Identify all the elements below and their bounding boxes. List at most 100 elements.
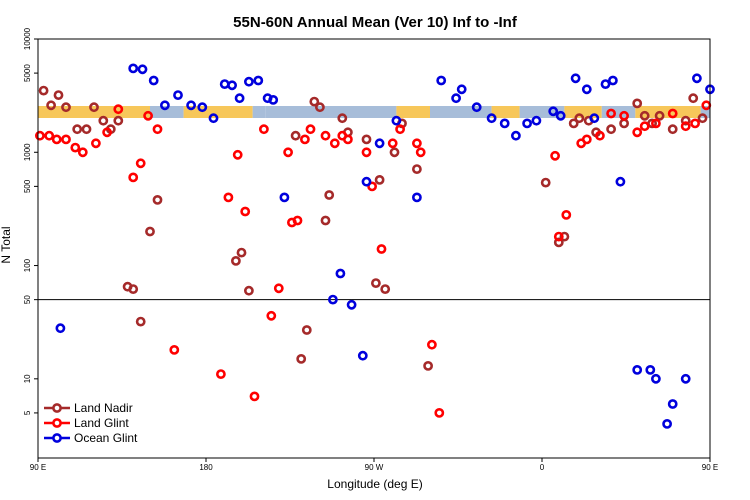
ocean-glint-point: [346, 299, 357, 310]
land-nadir-point: [320, 215, 331, 226]
y-tick-label: 1000: [23, 143, 32, 161]
y-tick-label: 50: [23, 295, 32, 304]
land-nadir-point: [639, 110, 650, 121]
land-nadir-point: [680, 115, 691, 126]
land-glint-point: [77, 147, 88, 158]
y-tick-label: 500: [23, 179, 32, 193]
land-glint-point: [135, 158, 146, 169]
land-nadir-point: [606, 124, 616, 135]
ocean-glint-point: [589, 113, 600, 124]
land-glint-point: [102, 127, 112, 138]
mask-band-ocean: [252, 106, 266, 118]
land-glint-point: [249, 391, 260, 402]
land-nadir-point: [38, 85, 49, 96]
mask-band-land: [396, 106, 430, 118]
ocean-glint-point: [173, 90, 183, 100]
land-glint-point: [152, 124, 163, 135]
land-nadir-point: [230, 255, 241, 266]
ocean-glint-point: [456, 84, 467, 95]
land-glint-point: [329, 138, 340, 149]
ocean-glint-point: [208, 113, 219, 124]
ocean-glint-point: [662, 418, 672, 429]
land-nadir-point: [380, 284, 391, 294]
mask-band-ocean: [430, 106, 492, 118]
land-nadir-point: [236, 247, 247, 258]
mask-band-ocean: [150, 106, 184, 118]
mask-band-ocean: [265, 106, 397, 118]
land-nadir-point: [697, 113, 708, 124]
legend-label: Land Glint: [74, 416, 129, 430]
ocean-glint-point: [632, 364, 643, 375]
ocean-glint-point: [159, 100, 170, 111]
ocean-glint-point: [234, 93, 245, 104]
ocean-glint-point: [137, 64, 148, 75]
ocean-glint-point: [411, 192, 422, 203]
land-nadir-point: [314, 102, 325, 113]
land-glint-point: [411, 138, 422, 149]
land-glint-point: [320, 130, 331, 141]
land-nadir-point: [370, 278, 381, 288]
land-glint-point: [215, 369, 226, 379]
ocean-glint-point: [471, 102, 482, 113]
land-nadir-point: [568, 118, 579, 129]
land-glint-point: [367, 181, 377, 192]
ocean-glint-point: [253, 75, 264, 86]
plot-frame: [37, 38, 711, 459]
legend-item-ocean-glint: Ocean Glint: [44, 431, 138, 445]
data-points: [35, 63, 715, 429]
land-glint-point: [387, 138, 398, 149]
ocean-glint-point: [548, 106, 559, 117]
land-nadir-point: [72, 124, 83, 135]
land-glint-point: [376, 244, 387, 254]
land-glint-point: [143, 110, 153, 121]
land-nadir-point: [688, 93, 699, 104]
land-nadir-point: [667, 124, 678, 135]
land-nadir-point: [53, 90, 64, 100]
chart-title: 55N-60N Annual Mean (Ver 10) Inf to -Inf: [233, 14, 518, 31]
land-glint-point: [232, 149, 243, 160]
ocean-glint-point: [486, 113, 497, 124]
x-tick-label: 90 E: [702, 463, 718, 472]
land-nadir-point: [632, 98, 643, 109]
land-glint-point: [561, 209, 572, 220]
land-nadir-point: [411, 164, 422, 174]
ocean-glint-point: [327, 294, 338, 305]
land-glint-point: [361, 147, 372, 158]
land-nadir-point: [113, 115, 124, 126]
ocean-glint-point: [227, 80, 237, 91]
ocean-glint-point: [499, 118, 510, 129]
ocean-glint-point: [511, 130, 521, 141]
ocean-glint-point: [600, 79, 611, 89]
y-tick-label: 5000: [23, 64, 32, 82]
land-nadir-point: [540, 177, 551, 188]
x-axis-ticks: 90 E 180 90 W 0 90 E: [30, 458, 718, 472]
land-nadir-point: [553, 237, 564, 248]
mask-band-land: [635, 106, 701, 118]
land-glint-point: [553, 231, 564, 242]
land-glint-point: [690, 118, 700, 129]
ocean-glint-point: [219, 79, 230, 89]
land-nadir-point: [423, 360, 433, 371]
ocean-glint-point: [451, 93, 461, 104]
ocean-glint-point: [197, 102, 208, 113]
land-glint-point: [701, 100, 712, 111]
ocean-glint-point: [680, 373, 691, 384]
land-nadir-point: [324, 190, 335, 200]
ocean-glint-point: [651, 373, 661, 384]
ocean-glint-point: [581, 84, 592, 95]
ocean-glint-point: [186, 100, 196, 111]
land-nadir-point: [61, 102, 71, 113]
ocean-glint-point: [361, 176, 372, 187]
y-tick-label: 10000: [23, 27, 32, 50]
land-nadir-point: [46, 100, 56, 111]
land-nadir-point: [145, 226, 155, 237]
land-glint-point: [606, 108, 616, 119]
land-nadir-point: [152, 194, 163, 205]
land-nadir-point: [619, 118, 629, 129]
x-tick-label: 180: [199, 463, 213, 472]
land-nadir-point: [374, 174, 385, 185]
land-glint-point: [91, 138, 101, 149]
land-glint-point: [619, 110, 629, 121]
land-nadir-point: [309, 96, 320, 107]
